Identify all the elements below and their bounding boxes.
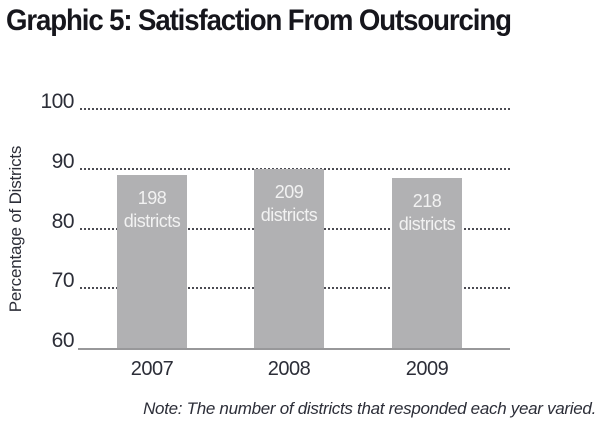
chart-title: Graphic 5: Satisfaction From Outsourcing [6,4,512,37]
bar-label-2007: 198 districts [123,187,181,231]
chart-note: Note: The number of districts that respo… [143,399,596,418]
y-tick-60: 60 [51,329,75,352]
x-tick-2007: 2007 [130,358,174,380]
y-tick-70: 70 [51,269,75,293]
bar-2008: 209 districts [254,168,324,348]
y-tick-100: 100 [40,90,74,113]
x-tick-2009: 2009 [405,358,449,380]
bar-2007: 198 districts [117,174,187,348]
x-axis-baseline [78,348,510,350]
y-tick-90: 90 [51,149,75,173]
y-tick-80: 80 [51,209,75,233]
bar-label-2009: 218 districts [398,190,456,234]
bar-2009: 218 districts [392,177,462,348]
bar-label-2008: 209 districts [260,181,318,225]
plot-area: 198 districts 209 districts 218 districts [80,108,510,348]
gridline-100 [80,108,510,110]
x-tick-2008: 2008 [267,358,311,380]
